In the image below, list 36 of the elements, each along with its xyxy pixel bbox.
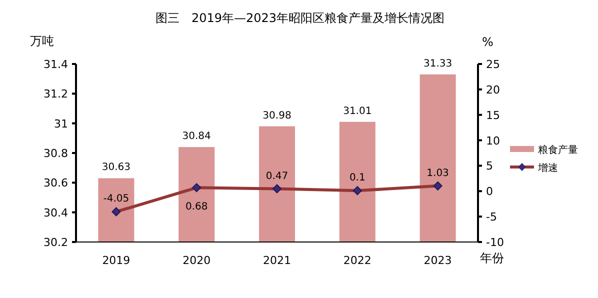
data-label: 0.68: [185, 202, 208, 213]
data-label: 1.03: [426, 168, 449, 179]
data-label: 30.98: [262, 110, 292, 122]
y-tick-label: 30.6: [44, 176, 68, 190]
x-tick-label: 2019: [102, 254, 130, 267]
y-tick-label: 31.4: [44, 58, 68, 71]
y2-tick-label: 20: [486, 83, 500, 96]
y-tick-label: 31: [54, 117, 68, 130]
data-label: -4.05: [103, 194, 130, 205]
x-tick-label: 2023: [424, 254, 452, 267]
data-label: 30.84: [182, 131, 211, 142]
chart-title: 图三 2019年—2023年昭阳区粮食产量及增长情况图: [155, 11, 445, 25]
data-label: 30.63: [102, 162, 131, 174]
y2-axis-title: %: [482, 35, 494, 49]
y-tick-label: 30.2: [44, 236, 68, 249]
x-tick-label: 2020: [182, 254, 211, 267]
y2-tick-label: -5: [486, 210, 497, 224]
y2-tick-label: 5: [486, 160, 493, 173]
y-tick-label: 30.4: [44, 206, 68, 220]
data-label: 31.01: [343, 106, 372, 117]
data-label: 0.1: [349, 172, 366, 184]
data-label: 31.33: [423, 58, 452, 70]
data-label: 0.47: [266, 170, 288, 182]
y2-tick-label: 10: [486, 134, 500, 148]
y2-tick-label: 0: [486, 185, 493, 198]
y2-tick-label: 15: [486, 108, 500, 122]
y-tick-label: 30.8: [44, 147, 68, 160]
legend-label: 增速: [537, 162, 558, 174]
legend-label: 粮食产量: [538, 144, 578, 156]
y2-tick-label: 25: [486, 58, 500, 71]
x-axis-title: 年份: [480, 251, 504, 265]
x-tick-label: 2021: [263, 254, 291, 267]
y-tick-label: 31.2: [44, 88, 68, 101]
y2-tick-label: -10: [486, 236, 504, 249]
y-axis-title: 万吨: [30, 34, 54, 48]
x-tick-label: 2022: [343, 254, 372, 267]
